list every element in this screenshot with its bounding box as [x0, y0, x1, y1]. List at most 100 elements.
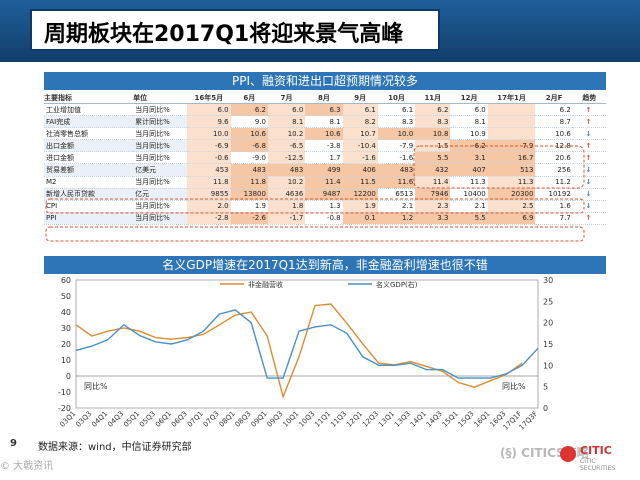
- table-header-cell: 单位: [133, 92, 188, 104]
- value-cell: 10.6: [305, 127, 343, 141]
- chart-panel-title: 名义GDP增速在2017Q1达到新高，非金融盈利增速也很不错: [162, 258, 488, 272]
- value-cell: -10.4: [342, 139, 378, 153]
- y-left-tick-label: -10: [58, 388, 71, 397]
- table-header-cell: 16年5月: [187, 92, 231, 104]
- x-tick-label: 15Q3: [457, 410, 476, 429]
- watermark-left: © 大戟资讯: [0, 461, 54, 472]
- y-left-tick-label: 30: [61, 324, 71, 333]
- table-header-cell: 2月F: [535, 92, 573, 104]
- x-tick-label: 09Q3: [266, 410, 285, 429]
- trend-down-icon: ↓: [572, 188, 606, 201]
- table-header-cell: 主要指标: [44, 92, 134, 104]
- x-tick-label: 14Q3: [425, 410, 444, 429]
- value-cell: 8.1: [267, 115, 306, 129]
- logo-mark-icon: [560, 446, 576, 462]
- value-cell: 8.1: [450, 115, 488, 129]
- value-cell: 483: [377, 163, 416, 177]
- indicator-unit: 当月同比%: [133, 151, 188, 165]
- table-row: 社消零售总额 当月同比% 10.0 10.6 10.2 10.6 10.7 10.0 10.8 1…: [44, 127, 606, 141]
- trend-up-icon: ↑: [572, 115, 606, 129]
- value-cell: 10.2: [267, 176, 306, 189]
- value-cell: 3.3: [415, 212, 451, 225]
- value-cell: 7.7: [535, 212, 573, 225]
- y-left-tick-label: 0: [66, 372, 71, 381]
- value-cell: 453: [187, 163, 231, 177]
- table-row: 工业增加值 当月同比% 6.0 6.2 6.0 6.3 6.1 6.1 6.2 6.0 6.2 ↑: [44, 103, 606, 117]
- value-cell: 11.5: [342, 176, 378, 189]
- y-left-tick-label: 20: [61, 340, 71, 349]
- value-cell: 1.2: [377, 212, 416, 225]
- indicator-unit: 当月同比%: [133, 127, 188, 141]
- value-cell: 5.5: [450, 212, 488, 225]
- table-header-cell: 12月: [450, 92, 488, 104]
- title-bar: 周期板块在2017Q1将迎来景气高峰: [0, 0, 640, 62]
- x-tick-label: 12Q1: [345, 410, 364, 429]
- indicator-unit: 当月同比%: [133, 103, 188, 117]
- value-cell: -12.5: [267, 151, 306, 165]
- x-tick-label: 06Q1: [154, 410, 173, 429]
- value-cell: 10.8: [415, 127, 451, 141]
- legend-label: 名义GDP(右): [376, 280, 418, 289]
- value-cell: 10.2: [267, 127, 306, 141]
- value-cell: 483: [230, 163, 268, 177]
- logo-subtext: CITIC SECURITIES: [580, 458, 616, 472]
- value-cell: 6.2: [230, 103, 268, 117]
- indicator-unit: 当月同比%: [133, 212, 188, 225]
- y-left-axis-label: 同比%: [84, 381, 108, 391]
- value-cell: 6.0: [187, 103, 231, 117]
- indicator-name: 新增人民币贷款: [44, 188, 134, 201]
- y-right-tick-label: 30: [543, 276, 553, 285]
- x-tick-label: 16Q1: [473, 410, 492, 429]
- page-number: 9: [10, 438, 17, 449]
- value-cell: -6.9: [187, 139, 231, 153]
- value-cell: 9855: [187, 188, 231, 201]
- value-cell: 6.1: [342, 103, 378, 117]
- table-header-cell: 10月: [377, 92, 416, 104]
- x-tick-label: 05Q3: [138, 410, 157, 429]
- chart-panel-header: 名义GDP增速在2017Q1达到新高，非金融盈利增速也很不错: [44, 256, 606, 274]
- indicator-name: 出口金额: [44, 139, 134, 153]
- legend-label: 非金融营收: [248, 280, 283, 289]
- x-tick-label: 04Q3: [106, 410, 125, 429]
- value-cell: 6.0: [450, 103, 488, 117]
- x-tick-label: 12Q3: [361, 410, 380, 429]
- value-cell: -1.6: [342, 151, 378, 165]
- value-cell: 10.6: [535, 127, 573, 141]
- x-tick-label: 08Q3: [234, 410, 253, 429]
- value-cell: -6.5: [267, 139, 306, 153]
- x-tick-label: 09Q1: [250, 410, 269, 429]
- value-cell: 11.4: [305, 176, 343, 189]
- value-cell: 10.0: [377, 127, 416, 141]
- trend-down-icon: ↓: [572, 127, 606, 141]
- value-cell: [487, 103, 536, 117]
- table-header-cell: 趋势: [572, 92, 606, 104]
- x-tick-label: 03Q3: [74, 410, 93, 429]
- table-header-cell: 6月: [230, 92, 268, 104]
- indicator-name: PPI: [44, 212, 134, 225]
- y-right-tick-label: 15: [543, 340, 553, 349]
- y-right-tick-label: 5: [543, 383, 548, 392]
- x-tick-label: 14Q1: [409, 410, 428, 429]
- table-panel-title: PPI、融资和进出口超预期情况较多: [231, 74, 418, 88]
- indicator-name: M2: [44, 176, 134, 189]
- indicator-unit: 亿美元: [133, 163, 188, 177]
- value-cell: -0.6: [187, 151, 231, 165]
- value-cell: 6.1: [377, 103, 416, 117]
- indicator-name: 贸易差额: [44, 163, 134, 177]
- x-tick-label: 10Q1: [281, 410, 300, 429]
- value-cell: 6.9: [487, 212, 536, 225]
- series-line: [75, 309, 539, 379]
- value-cell: 10.7: [342, 127, 378, 141]
- x-tick-label: 15Q1: [441, 410, 460, 429]
- value-cell: [487, 127, 536, 141]
- table-header-cell: 8月: [305, 92, 343, 104]
- value-cell: 8.7: [535, 115, 573, 129]
- value-cell: -0.8: [305, 212, 343, 225]
- value-cell: 9.6: [187, 115, 231, 129]
- x-tick-label: 04Q1: [90, 410, 109, 429]
- indicator-name: 社消零售总额: [44, 127, 134, 141]
- value-cell: 0.1: [342, 212, 378, 225]
- value-cell: 9.0: [230, 115, 268, 129]
- table-header-cell: 17年1月: [487, 92, 536, 104]
